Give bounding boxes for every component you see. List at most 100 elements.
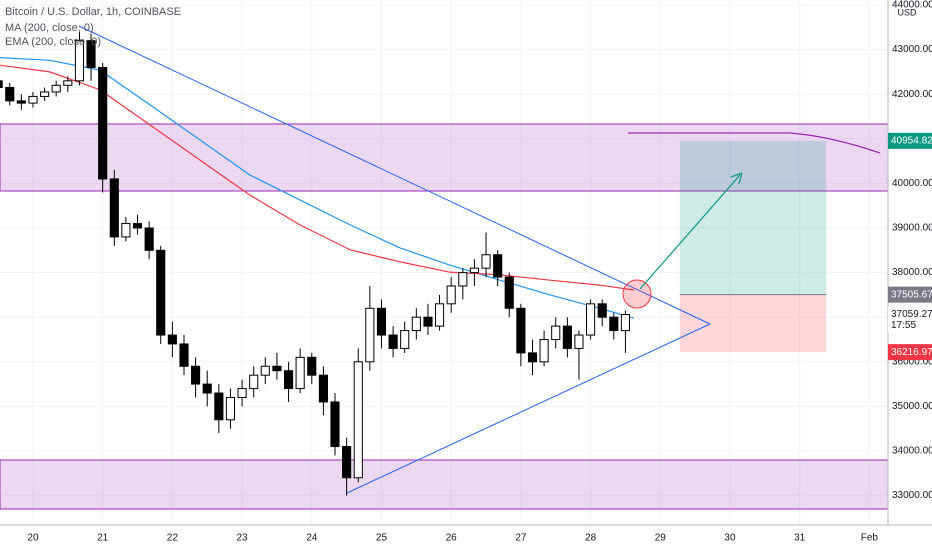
target-price-label: 40954.82 bbox=[891, 135, 932, 146]
last-price-label: 37059.27 bbox=[891, 309, 932, 320]
trendline-upper bbox=[78, 25, 711, 325]
candle-body bbox=[493, 254, 503, 278]
currency: USD bbox=[897, 7, 917, 17]
candle-body bbox=[423, 316, 433, 327]
x-tick-label: 22 bbox=[167, 533, 179, 544]
candle-body bbox=[376, 307, 387, 336]
candle-body bbox=[0, 80, 3, 89]
indicator-line bbox=[0, 57, 634, 319]
candle-body bbox=[295, 356, 305, 390]
candle-body bbox=[620, 314, 630, 332]
legend-entry: EMA (200, close, 0) bbox=[5, 36, 101, 48]
x-tick-label: 26 bbox=[446, 533, 458, 544]
x-tick-label: 29 bbox=[655, 533, 667, 544]
y-tick-label: 35000.00 bbox=[892, 401, 932, 412]
candle-body bbox=[434, 303, 445, 327]
x-tick-label: 20 bbox=[27, 533, 39, 544]
candle-body bbox=[74, 40, 85, 82]
profit-zone bbox=[679, 140, 827, 295]
candle-body bbox=[86, 40, 96, 68]
candle-body bbox=[109, 178, 119, 238]
arrow-head bbox=[730, 172, 743, 185]
plot-area bbox=[0, 25, 888, 510]
y-tick-label: 34000.00 bbox=[892, 446, 932, 457]
candle-body bbox=[527, 352, 538, 363]
candle-body bbox=[388, 334, 398, 349]
x-tick-label: 27 bbox=[515, 533, 527, 544]
candle-body bbox=[16, 100, 26, 104]
candle-body bbox=[214, 392, 224, 421]
purple-curve bbox=[628, 132, 881, 154]
candle-body bbox=[551, 325, 561, 341]
candle-body bbox=[272, 365, 282, 372]
candles bbox=[0, 31, 630, 496]
candle-body bbox=[63, 80, 73, 86]
candle-body bbox=[98, 66, 108, 180]
entry-price-label-bg bbox=[888, 286, 932, 303]
indicators bbox=[0, 57, 634, 319]
x-tick-label: Feb bbox=[861, 533, 879, 544]
x-tick-label: 24 bbox=[306, 533, 318, 544]
support-zone bbox=[0, 459, 888, 510]
target-price-label-bg bbox=[888, 132, 932, 149]
candle-body bbox=[330, 401, 340, 448]
candle-body bbox=[481, 254, 491, 269]
stop-price-label: 36216.97 bbox=[891, 347, 932, 358]
y-tick-label: 33000.00 bbox=[892, 490, 932, 501]
highlight-circle bbox=[622, 279, 652, 309]
y-tick-label: 44000.00 bbox=[892, 0, 932, 11]
candle-body bbox=[237, 388, 247, 398]
candle-body bbox=[504, 276, 514, 309]
candle-body bbox=[446, 285, 456, 305]
candle-body bbox=[249, 374, 259, 390]
candle-body bbox=[156, 249, 166, 336]
candle-body bbox=[609, 316, 619, 332]
candle-body bbox=[40, 91, 50, 97]
legend-entry: MA (200, close, 0) bbox=[5, 22, 94, 34]
last-price-bg bbox=[888, 306, 932, 333]
x-tick-label: 25 bbox=[376, 533, 388, 544]
x-tick-label: 30 bbox=[724, 533, 736, 544]
candle-body bbox=[5, 87, 15, 102]
trendline-lower bbox=[346, 323, 711, 494]
arrow-line bbox=[639, 174, 741, 290]
stop-price-label-bg bbox=[888, 344, 932, 361]
candle-body bbox=[121, 223, 131, 238]
y-tick-label: 38000.00 bbox=[892, 267, 932, 278]
candle-body bbox=[574, 334, 584, 349]
y-tick-label: 42000.00 bbox=[892, 89, 932, 100]
entry-price-label: 37505.67 bbox=[891, 289, 932, 300]
candle-body bbox=[28, 95, 38, 104]
candle-body bbox=[411, 316, 421, 332]
candle-body bbox=[469, 267, 479, 274]
candle-body bbox=[539, 339, 549, 363]
candle-body bbox=[51, 84, 61, 93]
candle-body bbox=[318, 374, 328, 403]
indicator-line bbox=[0, 64, 634, 291]
y-tick-label: 40000.00 bbox=[892, 178, 932, 189]
candle-body bbox=[144, 227, 154, 251]
chart-title: Bitcoin / U.S. Dollar, 1h, COINBASE bbox=[5, 6, 181, 18]
candle-body bbox=[167, 334, 177, 345]
x-tick-label: 28 bbox=[585, 533, 597, 544]
y-tick-label: 39000.00 bbox=[892, 223, 932, 234]
loss-zone bbox=[679, 294, 827, 353]
candle-body bbox=[283, 370, 294, 390]
candle-body bbox=[132, 223, 143, 229]
x-tick-label: 23 bbox=[237, 533, 249, 544]
candle-body bbox=[562, 325, 572, 349]
candle-body bbox=[353, 361, 363, 479]
x-tick-label: 21 bbox=[97, 533, 109, 544]
candle-body bbox=[586, 303, 596, 336]
candle-body bbox=[597, 303, 607, 318]
grid bbox=[0, 0, 888, 525]
candle-body bbox=[307, 356, 317, 376]
countdown-label: 17:55 bbox=[891, 320, 916, 331]
candle-body bbox=[458, 272, 468, 287]
candle-body bbox=[225, 396, 235, 421]
candle-body bbox=[516, 307, 526, 354]
y-tick-label: 43000.00 bbox=[892, 44, 932, 55]
candle-body bbox=[260, 365, 270, 376]
candle-body bbox=[202, 383, 212, 394]
